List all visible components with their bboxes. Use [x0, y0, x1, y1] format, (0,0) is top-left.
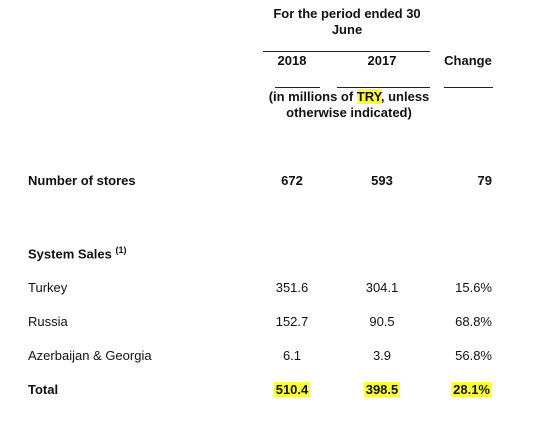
total-change: 28.1% — [430, 382, 492, 397]
russia-change: 68.8% — [455, 314, 492, 329]
azerbaijan-change: 56.8% — [455, 348, 492, 363]
row-label-system-sales: System Sales (1) — [28, 245, 126, 261]
period-line-2: June — [331, 22, 363, 37]
col-change-underline — [444, 87, 493, 88]
period-underline — [263, 51, 430, 52]
total-2018: 510.4 — [262, 382, 322, 397]
period-header: For the period ended 30 June — [262, 6, 432, 38]
row-label-total: Total — [28, 382, 59, 397]
stores-2017: 593 — [371, 173, 393, 188]
total-2018-value: 510.4 — [273, 382, 311, 397]
azerbaijan-2017: 3.9 — [372, 348, 392, 363]
row-label-stores: Number of stores — [28, 173, 136, 188]
row-label-turkey: Turkey — [28, 280, 68, 295]
period-line-1: For the period ended 30 — [273, 6, 421, 21]
total-change-value: 28.1% — [451, 382, 492, 397]
total-2017: 398.5 — [352, 382, 412, 397]
stores-2018: 672 — [281, 173, 303, 188]
azerbaijan-2018: 6.1 — [282, 348, 302, 363]
units-currency: TRY — [356, 89, 381, 104]
row-label-russia: Russia — [28, 314, 68, 329]
row-label-azerbaijan-georgia: Azerbaijan & Georgia — [28, 348, 152, 363]
turkey-2017: 304.1 — [365, 280, 399, 295]
system-sales-footnote: (1) — [115, 245, 127, 255]
units-pre: (in millions of — [268, 89, 357, 104]
column-header-2017: 2017 — [367, 53, 397, 68]
turkey-2018: 351.6 — [275, 280, 309, 295]
col-2018-underline — [275, 87, 320, 88]
system-sales-label: System Sales — [28, 246, 112, 262]
turkey-change: 15.6% — [455, 280, 492, 295]
units-note: (in millions of TRY, unless otherwise in… — [254, 89, 444, 121]
total-2017-value: 398.5 — [363, 382, 401, 397]
units-line-2: otherwise indicated) — [286, 105, 412, 120]
russia-2018: 152.7 — [275, 314, 309, 329]
column-header-2018: 2018 — [277, 53, 307, 68]
russia-2017: 90.5 — [369, 314, 395, 329]
column-header-change: Change — [444, 53, 492, 68]
units-post: , unless — [380, 89, 430, 104]
col-2017-underline — [337, 87, 430, 88]
stores-change: 79 — [477, 173, 492, 188]
